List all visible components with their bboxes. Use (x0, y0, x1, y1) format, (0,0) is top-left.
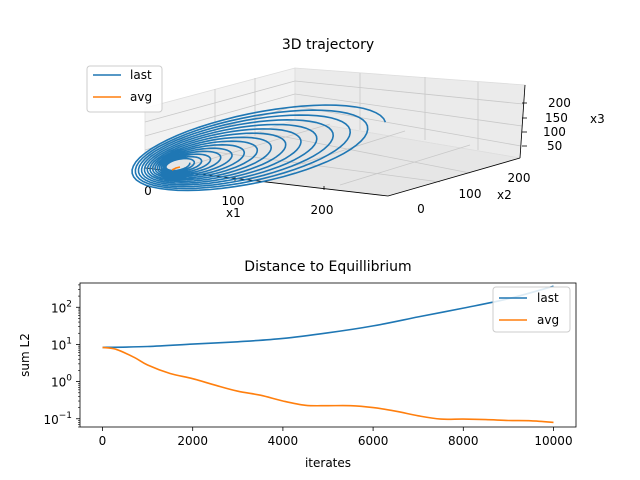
x-axis-ticks: 0 2000 4000 6000 8000 10000 (99, 427, 573, 448)
series-last-line (102, 285, 554, 349)
x3-axis-label: x3 (590, 112, 605, 126)
series-avg-line (102, 346, 554, 424)
legend-3d: last avg (86, 65, 163, 113)
legend-frame (86, 65, 163, 113)
y-tick-base: 10 (51, 376, 66, 390)
x1-ticks: 0 100 200 (144, 167, 333, 217)
x1-tick-label: 200 (311, 203, 334, 217)
x3-tick-label: 150 (545, 111, 568, 125)
y-tick-exponent: 1 (66, 336, 72, 346)
distance-plot: Distance to Equillibrium 0 2000 4000 6000 80… (18, 259, 577, 470)
x-tick-label: 0 (99, 434, 107, 448)
x-tick-label: 8000 (448, 434, 479, 448)
x3-tick-label: 100 (543, 125, 566, 139)
y-axis-label: sum L2 (18, 333, 32, 377)
x-tick-label: 6000 (358, 434, 389, 448)
chart-title: 3D trajectory (282, 37, 374, 53)
trajectory-3d-plot: 3D trajectory (86, 37, 605, 220)
x3-tick-label: 200 (548, 96, 571, 110)
x-tick-label: 4000 (268, 434, 299, 448)
x1-tick-label: 100 (222, 194, 245, 208)
x2-ticks: 0 100 200 (417, 171, 530, 216)
y-tick-base: 10 (51, 301, 66, 315)
y-tick-label: 101 (51, 336, 72, 352)
x2-tick-label: 100 (459, 187, 482, 201)
y-tick-base: 10 (43, 413, 58, 427)
chart-title: Distance to Equillibrium (244, 259, 411, 275)
x2-axis-label: x2 (497, 188, 512, 202)
x2-tick-label: 200 (508, 171, 531, 185)
y-tick-exponent: 2 (66, 299, 72, 309)
x-tick-label: 2000 (177, 434, 208, 448)
x1-axis-label: x1 (226, 206, 241, 220)
y-tick-label: 10−1 (43, 411, 72, 427)
series-last-trajectory (131, 104, 387, 192)
x2-tick-label: 0 (417, 202, 425, 216)
legend-label-last: last (130, 68, 152, 82)
legend-label-last: last (537, 291, 559, 305)
x1-tick-label: 0 (144, 184, 152, 198)
y-tick-base: 10 (51, 338, 66, 352)
y-tick-exponent: 0 (66, 374, 72, 384)
legend-label-avg: avg (130, 90, 152, 104)
y-tick-label: 102 (51, 299, 72, 315)
y-tick-exponent: −1 (59, 411, 72, 421)
x-axis-label: iterates (305, 456, 351, 470)
series-avg-trajectory (171, 166, 181, 171)
legend-label-avg: avg (537, 313, 559, 327)
legend-2d: last avg (492, 286, 571, 333)
y-tick-label: 100 (51, 374, 72, 390)
x3-tick-label: 50 (547, 139, 562, 153)
x-tick-label: 10000 (534, 434, 572, 448)
